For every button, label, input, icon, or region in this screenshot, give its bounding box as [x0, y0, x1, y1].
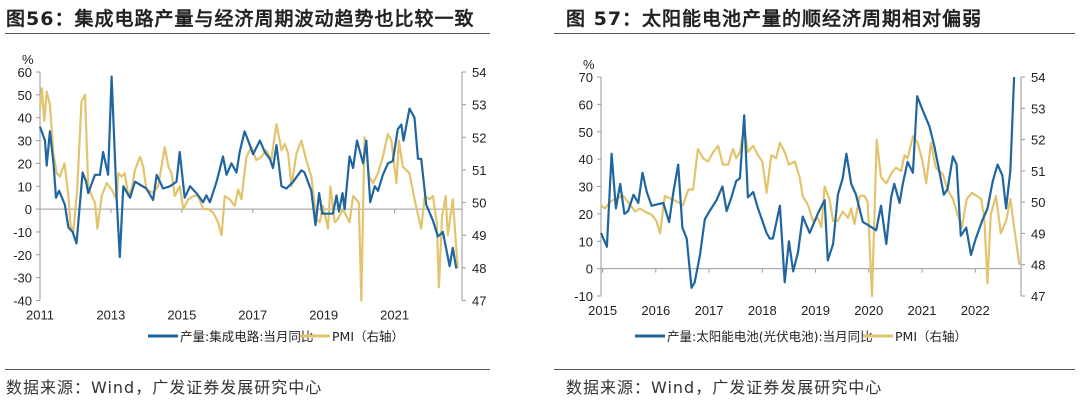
- right-y2-tick-label: 47: [1031, 289, 1045, 304]
- source-divider-right: [554, 369, 1075, 370]
- title-divider-left: [5, 33, 490, 34]
- right-series-line-production: [599, 76, 1016, 289]
- left-y-tick-label: 40: [18, 111, 32, 126]
- right-x-tick-label: 2018: [748, 303, 777, 318]
- right-x-tick-label: 2015: [588, 303, 617, 318]
- right-y2-tick-label: 49: [1031, 226, 1045, 241]
- right-y2-tick-label: 52: [1031, 133, 1045, 148]
- right-x-tick-label: 2020: [854, 303, 883, 318]
- left-y-tick-label: -10: [13, 225, 32, 240]
- right-y-tick-label: 40: [579, 152, 593, 167]
- source-divider-left: [5, 369, 490, 370]
- right-x-tick-label: 2016: [641, 303, 670, 318]
- left-legend-label: 产量:集成电路:当月同比: [180, 329, 313, 344]
- right-y2-tick-label: 53: [1031, 101, 1045, 116]
- right-y-tick-label: -10: [574, 289, 593, 304]
- right-legend-label: 产量:太阳能电池(光伏电池):当月同比: [667, 329, 873, 344]
- source-note-left: 数据来源：Wind，广发证券发展研究中心: [6, 378, 323, 397]
- left-series-line-production: [38, 75, 458, 269]
- left-y2-tick-label: 48: [472, 261, 486, 276]
- right-x-tick-label: 2021: [908, 303, 937, 318]
- right-y-tick-label: 70: [579, 70, 593, 85]
- left-x-tick-label: 2021: [380, 308, 409, 323]
- right-y-tick-label: 60: [579, 97, 593, 112]
- right-x-tick-label: 2022: [961, 303, 990, 318]
- right-y2-tick-label: 48: [1031, 258, 1045, 273]
- left-y-unit-label: %: [22, 52, 34, 67]
- right-y2-tick-label: 54: [1031, 70, 1045, 85]
- left-y2-tick-label: 47: [472, 294, 486, 309]
- left-y2-tick-label: 50: [472, 196, 486, 211]
- left-y2-tick-label: 52: [472, 130, 486, 145]
- right-y-tick-label: 30: [579, 180, 593, 195]
- left-y2-tick-label: 49: [472, 228, 486, 243]
- left-y-tick-label: 10: [18, 179, 32, 194]
- right-y-unit-label: %: [583, 57, 595, 72]
- chart-title-right: 图 57：太阳能电池产量的顺经济周期相对偏弱: [566, 8, 983, 30]
- left-y-tick-label: 60: [18, 65, 32, 80]
- left-series-line-pmi: [38, 87, 459, 302]
- left-y-tick-label: -40: [13, 294, 32, 309]
- left-y-tick-label: -30: [13, 271, 32, 286]
- left-x-tick-label: 2011: [26, 308, 54, 323]
- left-y2-tick-label: 51: [472, 163, 486, 178]
- right-y-tick-label: 50: [579, 125, 593, 140]
- left-x-tick-label: 2013: [96, 308, 125, 323]
- left-x-tick-label: 2019: [309, 308, 338, 323]
- left-y-tick-label: 20: [18, 156, 32, 171]
- left-y-tick-label: -20: [13, 248, 32, 263]
- left-y-tick-label: 0: [25, 202, 32, 217]
- right-x-tick-label: 2019: [801, 303, 830, 318]
- right-y-tick-label: 10: [579, 234, 593, 249]
- right-y2-tick-label: 51: [1031, 164, 1045, 179]
- right-series-line-pmi: [600, 125, 1021, 298]
- left-legend-label: PMI（右轴）: [332, 329, 404, 344]
- right-y2-tick-label: 50: [1031, 195, 1045, 210]
- right-chart: %70 60 50 40 30 20 10 0 -10 54 53 52 51 50 49 48 47 2015 2…: [574, 57, 1045, 344]
- right-y-tick-label: 0: [586, 262, 593, 277]
- right-y-tick-label: 20: [579, 207, 593, 222]
- left-y2-tick-label: 54: [472, 65, 486, 80]
- left-y2-tick-label: 53: [472, 98, 486, 113]
- left-chart: %60 50 40 30 20 10 0 -10 -20 -30 -40 54 53 52 51 50 49 48…: [13, 52, 486, 344]
- right-legend-label: PMI（右轴）: [895, 329, 967, 344]
- title-divider-right: [554, 33, 1075, 34]
- left-x-tick-label: 2015: [167, 308, 196, 323]
- left-y-tick-label: 30: [18, 134, 32, 149]
- left-x-tick-label: 2017: [238, 308, 267, 323]
- right-x-tick-label: 2017: [695, 303, 724, 318]
- source-note-right: 数据来源：Wind，广发证券发展研究中心: [566, 378, 883, 397]
- chart-title-left: 图56：集成电路产量与经济周期波动趋势也比较一致: [6, 8, 475, 30]
- left-y-tick-label: 50: [18, 88, 32, 103]
